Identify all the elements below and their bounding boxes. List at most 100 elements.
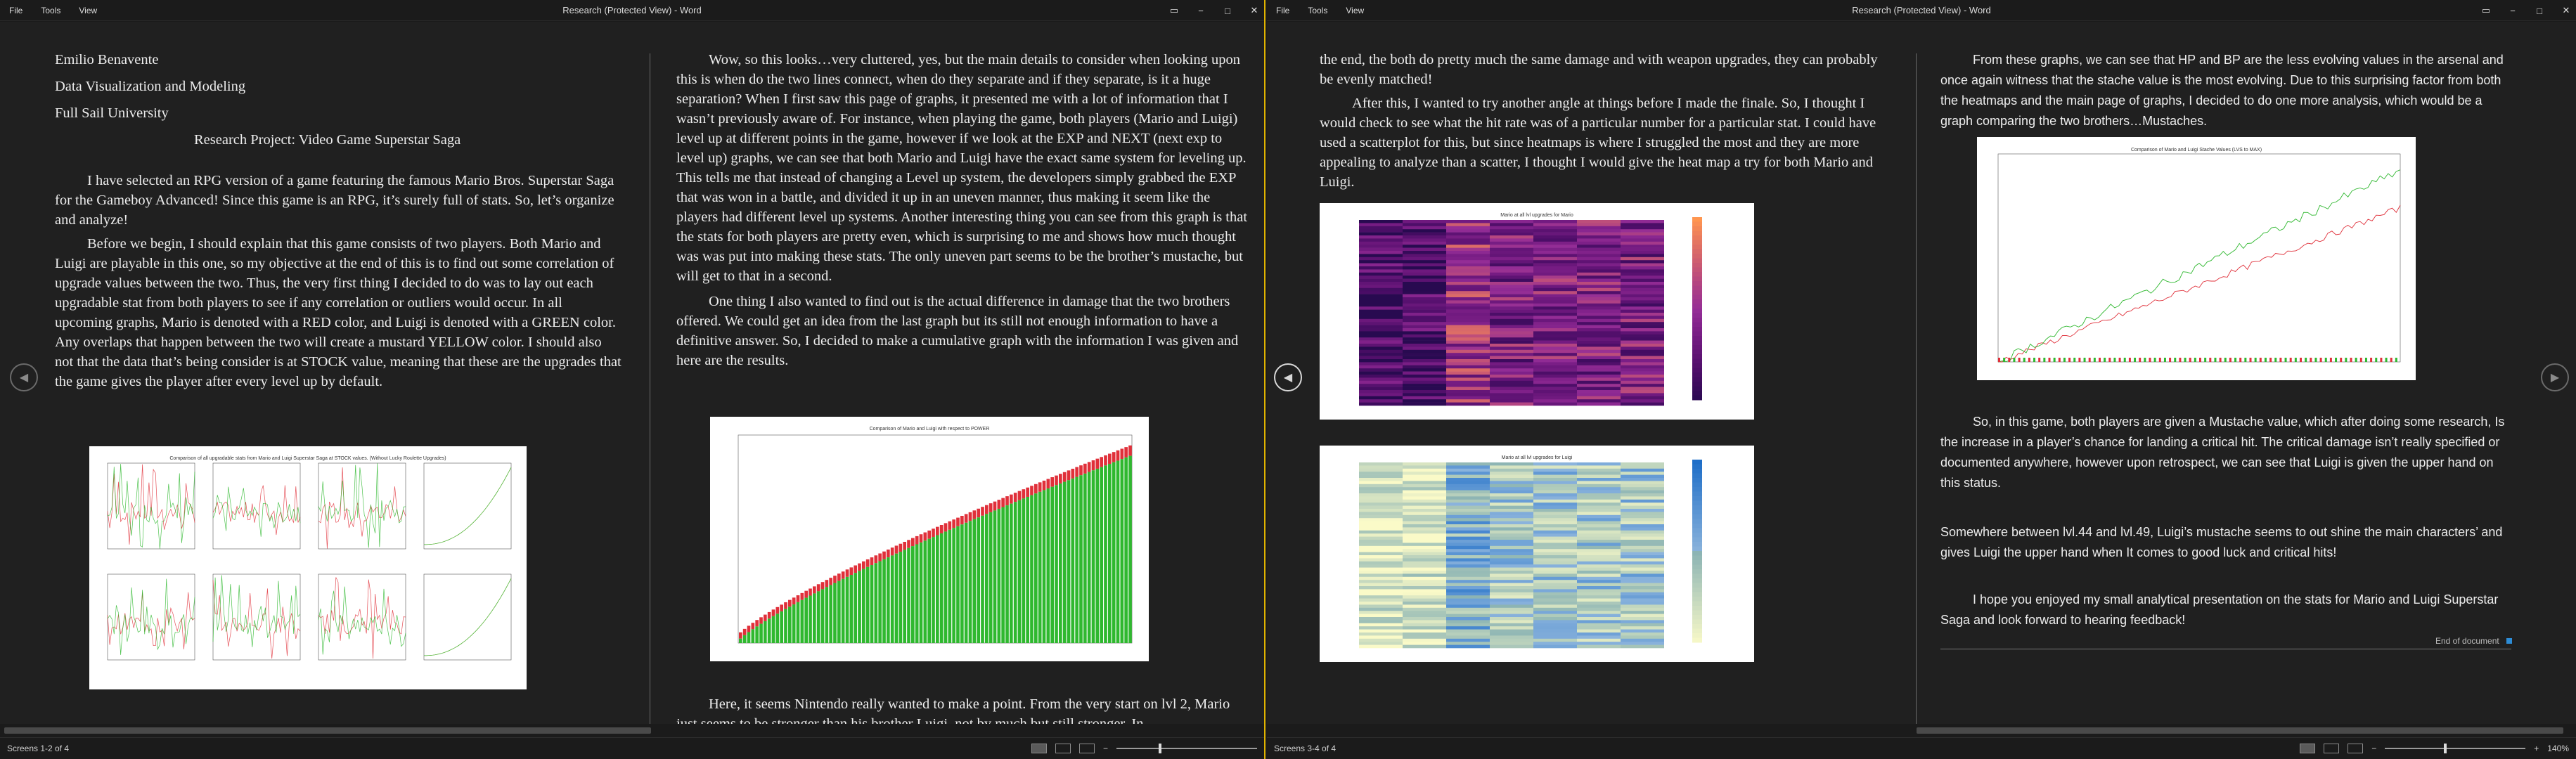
- menu-file[interactable]: File: [1276, 5, 1290, 15]
- heatmap-cell: [1403, 229, 1446, 233]
- heatmap-cell: [1359, 611, 1403, 614]
- heatmap-cell: [1446, 644, 1490, 649]
- previous-screen-button[interactable]: ◀: [10, 363, 38, 391]
- read-mode-button[interactable]: [2300, 744, 2316, 753]
- close-icon[interactable]: ✕: [2562, 5, 2570, 15]
- zoom-in-icon[interactable]: +: [2534, 744, 2539, 753]
- heatmap-cell: [1533, 260, 1577, 264]
- zoom-out-icon[interactable]: −: [2371, 744, 2377, 753]
- document-viewport[interactable]: ◀ Emilio Benavente Data Visualization an…: [0, 22, 1264, 724]
- read-mode-button[interactable]: [1031, 744, 1047, 753]
- heatmap-cell: [1446, 282, 1490, 285]
- zoom-level[interactable]: 140%: [2547, 744, 2569, 753]
- mario-bar: [981, 507, 984, 516]
- heatmap-cell: [1403, 543, 1446, 547]
- mario-bar: [1075, 467, 1078, 477]
- heatmap-cell: [1577, 238, 1621, 242]
- horizontal-scrollbar[interactable]: [1267, 724, 2576, 737]
- heatmap-cell: [1533, 251, 1577, 254]
- zoom-slider[interactable]: [1116, 744, 1257, 753]
- menu-view[interactable]: View: [1346, 5, 1365, 15]
- level-tick: [2048, 358, 2051, 362]
- print-layout-button[interactable]: [1055, 744, 1071, 753]
- heatmap-cell: [1621, 543, 1664, 547]
- heatmap-cell: [1621, 322, 1664, 325]
- heatmap-cell: [1359, 484, 1403, 488]
- heatmap-cell: [1577, 642, 1621, 645]
- heatmap-cell: [1621, 334, 1664, 338]
- scrollbar-thumb[interactable]: [1917, 727, 2563, 734]
- zoom-out-icon[interactable]: −: [1102, 744, 1108, 753]
- heatmap-cell: [1490, 269, 1533, 273]
- heatmap-cell: [1359, 316, 1403, 320]
- print-layout-button[interactable]: [2324, 744, 2340, 753]
- mario-bar: [1059, 474, 1062, 484]
- heatmap-cell: [1403, 626, 1446, 630]
- web-layout-button[interactable]: [1078, 744, 1095, 753]
- heatmap-cell: [1490, 263, 1533, 267]
- maximize-icon[interactable]: □: [2537, 5, 2542, 16]
- restore-icon[interactable]: ▭: [2481, 5, 2491, 15]
- luigi-bar: [1087, 472, 1091, 643]
- level-tick: [2239, 358, 2242, 362]
- heatmap-cell: [1621, 545, 1664, 550]
- level-tick: [2099, 358, 2101, 362]
- maximize-icon[interactable]: □: [1225, 5, 1230, 16]
- subplot-line: [424, 467, 512, 545]
- next-screen-button[interactable]: ▶: [2541, 363, 2569, 391]
- heatmap-cell: [1533, 384, 1577, 387]
- mario-bar: [1005, 496, 1009, 506]
- close-icon[interactable]: ✕: [1250, 5, 1258, 15]
- zoom-slider[interactable]: [2385, 744, 2526, 753]
- heatmap-cell: [1577, 474, 1621, 479]
- web-layout-button[interactable]: [2348, 744, 2364, 753]
- heatmap-cell: [1403, 499, 1446, 503]
- heatmap-cell: [1621, 555, 1664, 559]
- luigi-bar: [927, 538, 931, 643]
- zoom-knob[interactable]: [2444, 744, 2447, 753]
- luigi-bar: [792, 604, 796, 643]
- heatmap-cell: [1490, 356, 1533, 360]
- minimize-icon[interactable]: −: [1198, 5, 1204, 16]
- heatmap-cell: [1403, 380, 1446, 384]
- heatmap-cell: [1490, 291, 1533, 294]
- heatmap-cell: [1359, 399, 1403, 403]
- horizontal-scrollbar[interactable]: [0, 724, 1264, 737]
- heatmap-cell: [1403, 220, 1446, 223]
- level-tick: [2053, 358, 2056, 362]
- restore-icon[interactable]: ▭: [1169, 5, 1179, 15]
- heatmap-cell: [1533, 368, 1577, 372]
- luigi-bar: [1022, 498, 1026, 643]
- minimize-icon[interactable]: −: [2510, 5, 2516, 16]
- heatmap-cell: [1490, 518, 1533, 521]
- heatmap-cell: [1621, 359, 1664, 363]
- heatmap-cell: [1359, 545, 1403, 550]
- menu-view[interactable]: View: [79, 5, 98, 15]
- heatmap-cell: [1533, 496, 1577, 500]
- menu-file[interactable]: File: [9, 5, 23, 15]
- mario-bar: [964, 514, 968, 523]
- heatmap-cell: [1446, 334, 1490, 338]
- luigi-bar: [1079, 475, 1083, 643]
- heatmap-cell: [1577, 396, 1621, 400]
- luigi-bar: [1120, 459, 1124, 643]
- mario-bar: [1100, 457, 1103, 467]
- stache-line-figure: Comparison of Mario and Luigi Stache Val…: [1977, 137, 2416, 380]
- zoom-knob[interactable]: [1159, 744, 1161, 753]
- heatmap-cell: [1446, 561, 1490, 565]
- heatmap-cell: [1403, 334, 1446, 338]
- colorbar-cell: [1692, 340, 1702, 346]
- colorbar-cell: [1692, 285, 1702, 291]
- scrollbar-thumb[interactable]: [4, 727, 651, 734]
- heatmap-cell: [1446, 496, 1490, 500]
- luigi-bar: [1095, 468, 1100, 643]
- heatmap-cell: [1621, 223, 1664, 227]
- heatmap-cell: [1533, 396, 1577, 400]
- document-viewport[interactable]: ◀ the end, the both do pretty much the s…: [1267, 22, 2576, 724]
- heatmap-cell: [1359, 465, 1403, 469]
- previous-screen-button[interactable]: ◀: [1274, 363, 1302, 391]
- heatmap-cell: [1359, 620, 1403, 624]
- menu-tools[interactable]: Tools: [1308, 5, 1328, 15]
- heatmap-cell: [1533, 325, 1577, 329]
- menu-tools[interactable]: Tools: [41, 5, 61, 15]
